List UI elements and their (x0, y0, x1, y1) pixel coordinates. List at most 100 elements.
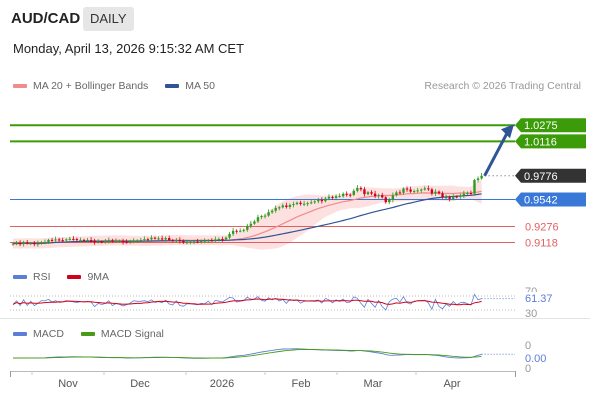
candle-body (26, 242, 29, 244)
candle-body (171, 240, 174, 242)
candle-body (231, 230, 235, 234)
candle-body (68, 238, 71, 240)
legend-item-rsi-9ma: 9MA (67, 271, 109, 283)
macd-value: 0.00 (525, 353, 546, 365)
candle-body (185, 242, 189, 244)
projection-arrow-shaft (483, 132, 509, 177)
legend-item-ma50: MA 50 (165, 80, 215, 92)
candle-body (153, 237, 157, 239)
candle-body (430, 189, 434, 194)
candle-body (373, 193, 377, 197)
rsi-legend: RSI 9MA (13, 271, 123, 283)
candle-body (175, 240, 178, 242)
candle-body (224, 237, 228, 240)
legend-swatch (13, 275, 27, 280)
macd-signal-line (13, 348, 482, 359)
price-tag-resistance: 1.0116 (515, 134, 586, 149)
candle-body (36, 243, 40, 245)
candle-body (15, 243, 18, 245)
candle-body (57, 239, 61, 241)
candle-body (455, 196, 458, 198)
price-tag-label: 1.0275 (524, 120, 558, 132)
candle-body (33, 243, 36, 245)
price-legend: MA 20 + Bollinger Bands MA 50 (13, 80, 229, 92)
candle-body (93, 240, 96, 243)
candle-body (409, 189, 412, 192)
candle-body (317, 200, 320, 202)
candle-body (160, 238, 164, 240)
credit-text: Research © 2026 Trading Central (424, 80, 581, 92)
candle-body (295, 202, 299, 205)
candle-body (331, 196, 334, 198)
candle-body (441, 193, 444, 198)
rsi-9ma-line (12, 298, 482, 306)
candle-body (327, 196, 331, 199)
candle-body (199, 241, 203, 243)
candle-body (398, 192, 402, 194)
price-tag-last: 0.9776 (515, 168, 586, 183)
candle-body (136, 240, 139, 242)
x-axis-label: Apr (443, 378, 460, 390)
price-tag-label: 0.9776 (524, 171, 558, 183)
candle-body (61, 240, 64, 242)
x-axis-label: Nov (58, 378, 78, 390)
projection-arrow-head (501, 124, 514, 139)
candle-body (239, 230, 242, 232)
price-tag-support: 0.9276 (525, 221, 559, 233)
candle-body (448, 197, 451, 199)
candle-body (139, 240, 142, 242)
candle-body (476, 178, 480, 181)
candle-body (246, 225, 249, 230)
candle-body (132, 240, 135, 242)
candle-body (72, 238, 75, 240)
candle-body (466, 193, 469, 195)
candle-body (349, 194, 352, 196)
candle-body (437, 191, 441, 194)
legend-item-bollinger: MA 20 + Bollinger Bands (13, 80, 148, 92)
candle-body (416, 190, 419, 192)
legend-label: MACD Signal (100, 328, 164, 340)
candle-body (473, 180, 476, 194)
legend-item-rsi: RSI (13, 271, 51, 283)
timeframe-badge[interactable]: DAILY (83, 7, 134, 31)
candle-body (146, 239, 150, 241)
price-tag-box (515, 118, 586, 133)
candle-body (235, 230, 238, 232)
candle-body (480, 175, 483, 179)
candle-body (366, 192, 370, 195)
x-axis-label: 2026 (210, 378, 234, 390)
candle-body (324, 198, 327, 202)
candle-body (253, 221, 256, 224)
candle-body (114, 240, 118, 242)
candle-body (54, 239, 57, 241)
candle-body (260, 216, 263, 218)
candle-body (214, 239, 217, 241)
symbol-title: AUD/CAD (11, 10, 81, 27)
legend-item-macd: MACD (13, 328, 64, 340)
price-tag-resistance: 1.0275 (515, 118, 586, 133)
rsi-value: 61.37 (525, 293, 553, 305)
projection-arrow (483, 124, 515, 177)
macd-tick-lower: 0 (525, 363, 531, 375)
candle-body (434, 191, 437, 194)
candle-body (100, 241, 103, 243)
price-tag-label: 0.9542 (524, 195, 558, 207)
candle-body (228, 233, 231, 238)
candle-body (207, 240, 210, 242)
candle-body (164, 238, 167, 240)
candle-body (29, 243, 32, 245)
price-tag-support: 0.9118 (525, 237, 558, 249)
legend-swatch (67, 275, 82, 280)
price-tag-label: 1.0116 (524, 136, 557, 148)
candle-body (278, 207, 281, 209)
candle-body (267, 212, 270, 216)
candle-body (157, 238, 160, 240)
candle-body (150, 237, 153, 240)
candle-body (18, 243, 22, 245)
candle-body (345, 193, 348, 195)
candle-body (11, 243, 15, 245)
candle-body (82, 239, 86, 241)
candle-body (384, 197, 387, 203)
candle-body (168, 238, 171, 241)
